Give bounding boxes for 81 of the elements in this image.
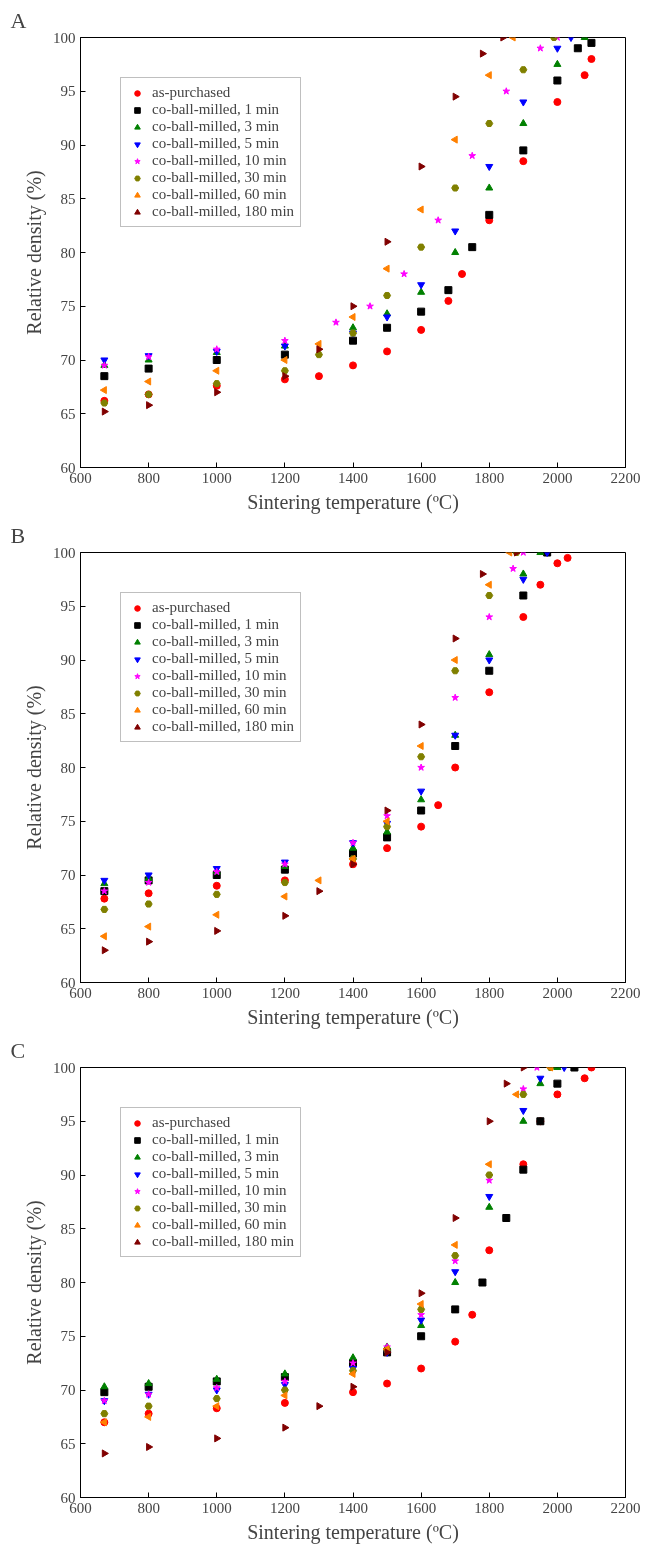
y-tick-label: 65 (60, 405, 76, 422)
legend-label: co-ball-milled, 180 min (152, 718, 295, 735)
x-tick-label: 1000 (201, 1499, 232, 1516)
legend-label: as-purchased (152, 1114, 231, 1131)
legend-label: co-ball-milled, 30 min (152, 684, 287, 701)
y-tick-label: 100 (53, 544, 76, 561)
x-tick-label: 1200 (269, 1499, 300, 1516)
x-axis-title: Sintering temperature (ºC) (247, 1005, 459, 1029)
legend-label: co-ball-milled, 30 min (152, 169, 287, 186)
y-tick-label: 100 (53, 1059, 76, 1076)
x-tick-label: 2000 (542, 984, 573, 1001)
y-axis-title: Relative density (%) (23, 170, 46, 335)
x-axis-title: Sintering temperature (ºC) (247, 1520, 459, 1544)
chart-title: C (10, 1037, 26, 1063)
legend-label: co-ball-milled, 1 min (152, 101, 280, 118)
x-tick-label: 800 (137, 984, 160, 1001)
legend-label: co-ball-milled, 10 min (152, 1182, 287, 1199)
y-tick-label: 80 (60, 1274, 76, 1291)
y-tick-label: 95 (60, 83, 76, 100)
y-tick-label: 90 (60, 1167, 76, 1183)
x-axis-title: Sintering temperature (ºC) (247, 490, 459, 514)
x-tick-label: 1000 (201, 469, 232, 486)
y-axis-title: Relative density (%) (23, 1200, 46, 1365)
x-tick-label: 1400 (338, 469, 368, 486)
legend-label: co-ball-milled, 60 min (152, 701, 287, 718)
y-tick-label: 80 (60, 759, 76, 776)
x-tick-label: 800 (137, 1499, 160, 1516)
chart-title: A (10, 7, 27, 33)
legend-label: co-ball-milled, 1 min (152, 1131, 280, 1148)
legend-label: as-purchased (152, 599, 231, 616)
legend-label: co-ball-milled, 3 min (152, 118, 280, 135)
legend-label: co-ball-milled, 180 min (152, 203, 295, 220)
legend-label: co-ball-milled, 10 min (152, 152, 287, 169)
y-tick-label: 80 (60, 244, 76, 261)
y-tick-label: 90 (60, 652, 76, 668)
legend-label: co-ball-milled, 5 min (152, 1165, 280, 1182)
x-tick-label: 2200 (610, 469, 641, 486)
x-tick-label: 1800 (474, 984, 505, 1001)
x-tick-label: 1000 (201, 984, 232, 1001)
x-tick-label: 2200 (610, 1499, 641, 1516)
x-tick-label: 2200 (610, 984, 641, 1001)
x-tick-label: 1200 (269, 984, 300, 1001)
x-tick-label: 2000 (542, 1499, 573, 1516)
legend-label: as-purchased (152, 84, 231, 101)
x-tick-label: 1600 (406, 984, 437, 1001)
x-tick-label: 1200 (269, 469, 300, 486)
legend-label: co-ball-milled, 3 min (152, 1148, 280, 1165)
x-tick-label: 1400 (338, 984, 368, 1001)
legend-label: co-ball-milled, 3 min (152, 633, 280, 650)
y-tick-label: 70 (60, 352, 76, 368)
y-tick-label: 75 (60, 1328, 76, 1345)
y-tick-label: 85 (60, 1220, 76, 1237)
legend-label: co-ball-milled, 30 min (152, 1199, 287, 1216)
x-tick-label: 2000 (542, 469, 573, 486)
y-tick-label: 70 (60, 1382, 76, 1398)
x-tick-label: 800 (137, 469, 160, 486)
legend-label: co-ball-milled, 5 min (152, 135, 280, 152)
y-tick-label: 100 (53, 29, 76, 46)
x-tick-label: 1600 (406, 469, 437, 486)
legend-label: co-ball-milled, 1 min (152, 616, 280, 633)
legend-label: co-ball-milled, 180 min (152, 1233, 295, 1250)
y-tick-label: 65 (60, 1435, 76, 1452)
y-tick-label: 65 (60, 920, 76, 937)
legend-label: co-ball-milled, 60 min (152, 1216, 287, 1233)
legend-label: co-ball-milled, 10 min (152, 667, 287, 684)
y-tick-label: 85 (60, 705, 76, 722)
x-tick-label: 1600 (406, 1499, 437, 1516)
y-tick-label: 75 (60, 813, 76, 830)
y-tick-label: 70 (60, 867, 76, 883)
x-tick-label: 1800 (474, 1499, 505, 1516)
legend-label: co-ball-milled, 5 min (152, 650, 280, 667)
y-tick-label: 85 (60, 190, 76, 207)
y-tick-label: 90 (60, 137, 76, 153)
chart-title: B (10, 522, 26, 548)
y-tick-label: 95 (60, 598, 76, 615)
y-tick-label: 75 (60, 298, 76, 315)
x-tick-label: 1400 (338, 1499, 368, 1516)
y-tick-label: 95 (60, 1113, 76, 1130)
legend-label: co-ball-milled, 60 min (152, 186, 287, 203)
x-tick-label: 1800 (474, 469, 505, 486)
y-axis-title: Relative density (%) (23, 685, 46, 850)
